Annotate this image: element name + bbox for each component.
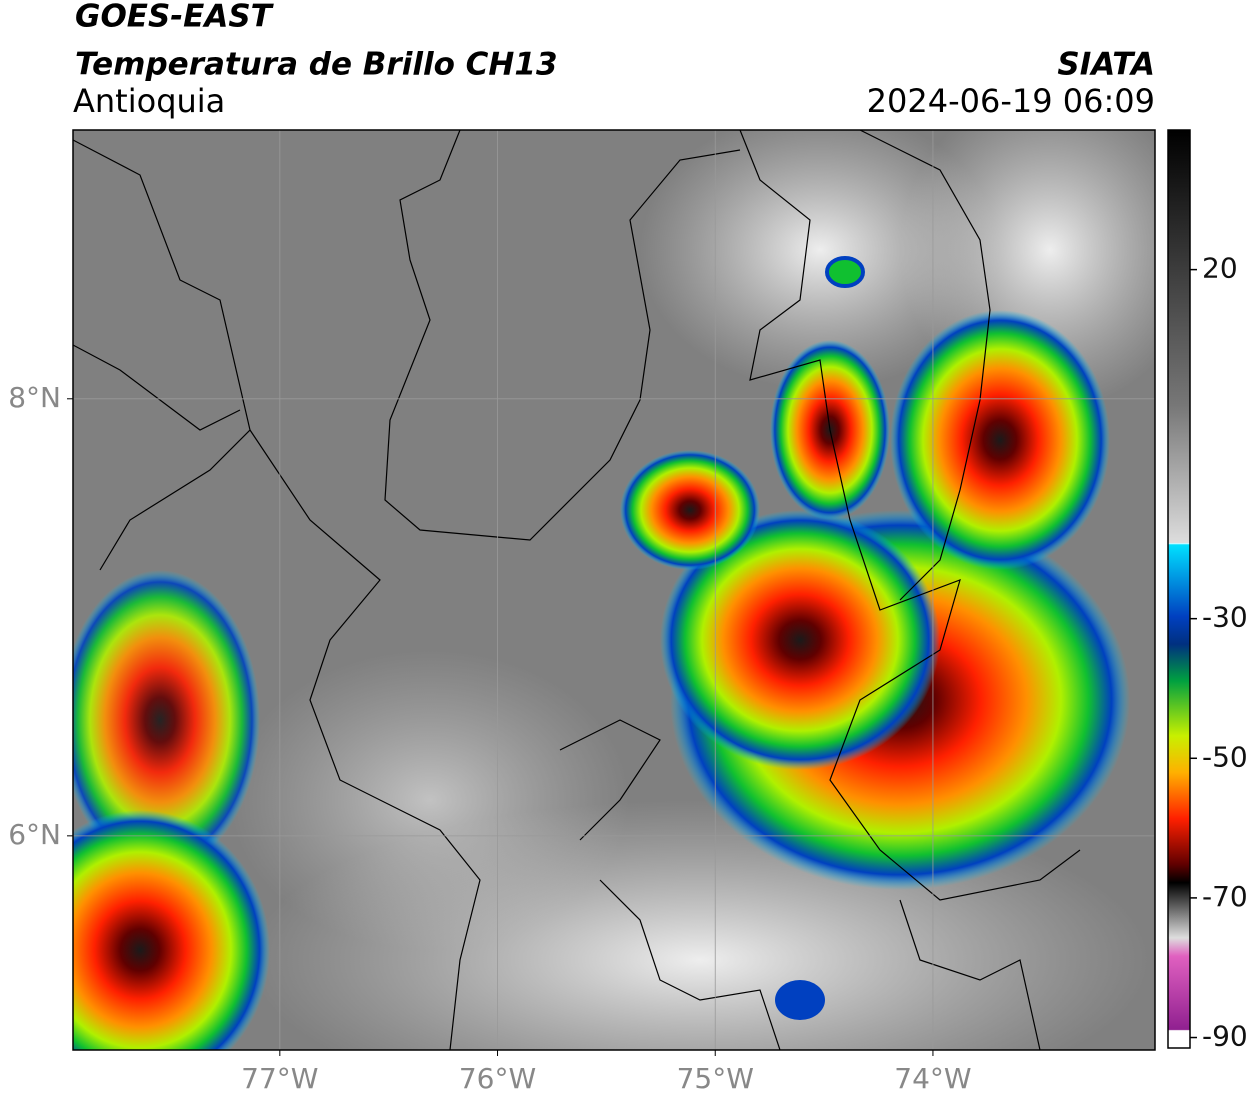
region: Antioquia xyxy=(73,82,225,120)
source: SIATA xyxy=(1057,47,1155,83)
colorbar-tick-label: -50 xyxy=(1202,740,1248,773)
product: Temperatura de Brillo CH13 xyxy=(75,47,558,83)
y-tick-label: 6°N xyxy=(8,818,61,851)
colorbar-tick-label: -70 xyxy=(1202,880,1248,913)
y-tick-label: 8°N xyxy=(8,381,61,414)
colorbar-tick-label: -90 xyxy=(1202,1020,1248,1053)
colorbar xyxy=(1167,129,1191,1049)
satellite: GOES-EAST xyxy=(75,0,275,35)
datetime: 2024-06-19 06:09 xyxy=(867,82,1155,120)
x-tick-label: 74°W xyxy=(894,1062,971,1095)
colorbar-tick-label: 20 xyxy=(1202,252,1238,285)
colorbar-tick-label: -30 xyxy=(1202,601,1248,634)
imagery xyxy=(73,130,1155,1050)
x-tick-label: 76°W xyxy=(459,1062,536,1095)
x-tick-label: 75°W xyxy=(677,1062,754,1095)
x-tick-label: 77°W xyxy=(241,1062,318,1095)
map-frame xyxy=(72,129,1156,1051)
grid xyxy=(73,130,1155,1050)
